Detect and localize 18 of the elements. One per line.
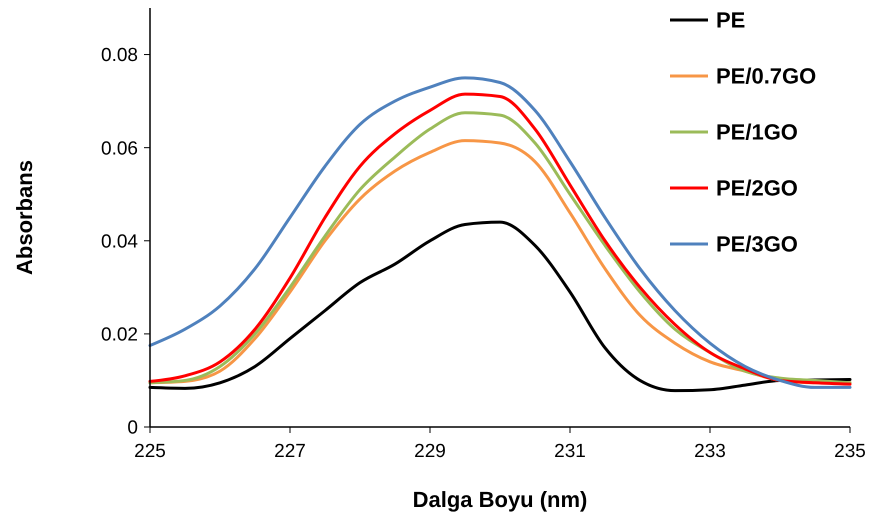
x-tick-label: 227 [274,441,306,462]
x-tick-label: 233 [694,441,726,462]
x-tick-label: 225 [134,441,166,462]
legend-label: PE/0.7GO [716,64,816,89]
y-tick-label: 0.06 [101,138,138,160]
x-tick-label: 235 [834,441,866,462]
y-axis-title: Absorbans [12,160,37,275]
x-tick-label: 231 [554,441,586,462]
y-tick-label: 0.08 [101,45,138,66]
x-tick-label: 229 [414,441,446,462]
y-tick-label: 0.04 [101,231,138,252]
x-axis-title: Dalga Boyu (nm) [412,487,588,512]
y-tick-label: 0 [127,418,138,439]
legend-label: PE/3GO [716,232,798,257]
y-tick-label: 0.02 [101,324,138,346]
legend-label: PE/1GO [716,120,798,145]
legend-label: PE/2GO [716,176,798,201]
legend-label: PE [716,8,746,33]
